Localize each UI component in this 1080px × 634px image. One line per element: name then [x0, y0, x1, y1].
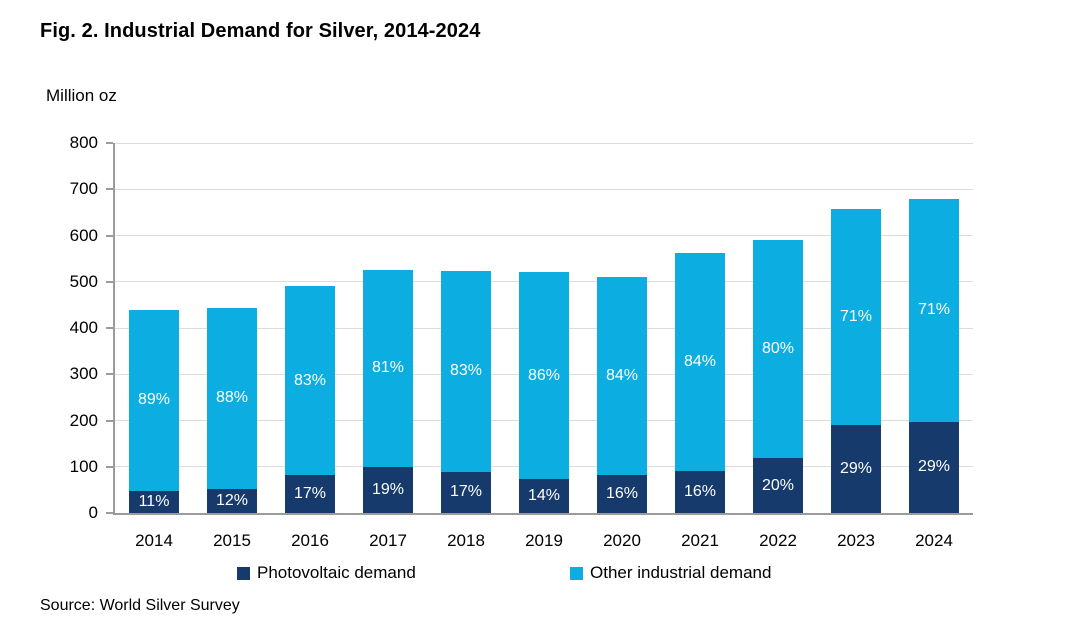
bar-segment-photovoltaic-2022: 20% — [753, 458, 803, 513]
legend-label-other-industrial: Other industrial demand — [590, 563, 772, 582]
x-axis-label-2017: 2017 — [369, 531, 407, 550]
x-axis-label-2021: 2021 — [681, 531, 719, 550]
bars-row: 89% 11% 2014 88% 12% 2015 83% 17% 2016 81% 19% 2017… — [115, 143, 973, 550]
bar-segment-photovoltaic-2014: 11% — [129, 490, 179, 513]
stacked-bar-2020: 84% 16% — [597, 143, 647, 513]
y-axis-label-200: 200 — [69, 410, 98, 430]
source-note: Source: World Silver Survey — [40, 597, 240, 614]
bar-segment-photovoltaic-2023: 29% — [831, 424, 881, 513]
y-axis-tick-400 — [106, 327, 113, 329]
x-axis-label-2014: 2014 — [135, 531, 173, 550]
bar-column-2016: 83% 17% 2016 — [271, 143, 349, 550]
y-axis-label-0: 0 — [88, 503, 98, 522]
bar-column-2021: 84% 16% 2021 — [661, 143, 739, 550]
x-axis-label-2015: 2015 — [213, 531, 251, 550]
bar-column-2017: 81% 19% 2017 — [349, 143, 427, 550]
x-axis-label-2016: 2016 — [291, 531, 329, 550]
y-axis-label-300: 300 — [69, 364, 98, 384]
legend-swatch-other-industrial-icon — [570, 566, 583, 580]
legend-label-photovoltaic: Photovoltaic demand — [257, 563, 416, 582]
stacked-bar-2015: 88% 12% — [207, 143, 257, 513]
y-axis-label-100: 100 — [69, 456, 98, 476]
y-axis-label-700: 700 — [69, 179, 98, 199]
gridline-600 — [115, 235, 973, 236]
y-axis-tick-300 — [106, 373, 113, 376]
bar-column-2014: 89% 11% 2014 — [115, 143, 193, 550]
x-axis-label-2019: 2019 — [525, 531, 563, 550]
legend-swatch-photovoltaic-icon — [237, 566, 250, 580]
y-axis-tick-500 — [106, 280, 113, 283]
y-axis-label-600: 600 — [69, 225, 98, 245]
bar-segment-photovoltaic-2020: 16% — [597, 475, 647, 513]
bar-column-2024: 71% 29% 2024 — [895, 143, 973, 550]
bar-segment-other-industrial-2016: 83% — [285, 286, 335, 475]
stacked-bar-2024: 71% 29% — [909, 143, 959, 513]
bar-column-2023: 71% 29% 2023 — [817, 143, 895, 550]
gridline-700 — [115, 188, 973, 190]
x-axis-label-2023: 2023 — [837, 531, 875, 550]
plot-area: 0 100 200 300 400 500 600 700 800 89% 11% 2014 88% 12… — [70, 133, 973, 550]
bar-column-2022: 80% 20% 2022 — [739, 143, 817, 550]
stacked-bar-2021: 84% 16% — [675, 143, 725, 513]
stacked-bar-2014: 89% 11% — [129, 143, 179, 513]
bar-segment-other-industrial-2024: 71% — [909, 198, 959, 422]
bar-segment-other-industrial-2020: 84% — [597, 276, 647, 476]
gridline-800 — [115, 142, 973, 144]
legend-item-other-industrial: Other industrial demand — [570, 563, 771, 583]
bar-column-2019: 86% 14% 2019 — [505, 143, 583, 550]
bar-column-2015: 88% 12% 2015 — [193, 143, 271, 550]
stacked-bar-2022: 80% 20% — [753, 143, 803, 513]
y-axis-tick-700 — [106, 188, 113, 191]
y-axis-label-400: 400 — [69, 318, 98, 337]
x-axis-label-2022: 2022 — [759, 531, 797, 550]
bar-segment-other-industrial-2018: 83% — [441, 271, 491, 472]
y-axis-label-800: 800 — [69, 133, 98, 152]
stacked-bar-2018: 83% 17% — [441, 143, 491, 513]
stacked-bar-2023: 71% 29% — [831, 143, 881, 513]
stacked-bar-2017: 81% 19% — [363, 143, 413, 513]
x-axis-label-2024: 2024 — [915, 531, 953, 550]
chart-title: Fig. 2. Industrial Demand for Silver, 20… — [40, 20, 481, 42]
bar-segment-other-industrial-2019: 86% — [519, 272, 569, 480]
y-axis-unit-label: Million oz — [46, 86, 117, 105]
bar-segment-other-industrial-2014: 89% — [129, 309, 179, 491]
bar-segment-photovoltaic-2024: 29% — [909, 421, 959, 513]
bar-segment-photovoltaic-2021: 16% — [675, 471, 725, 513]
x-axis-label-2020: 2020 — [603, 531, 641, 550]
bar-column-2018: 83% 17% 2018 — [427, 143, 505, 550]
y-axis-label-500: 500 — [69, 271, 98, 291]
bar-segment-photovoltaic-2017: 19% — [363, 466, 413, 513]
y-axis-tick-0 — [106, 512, 113, 514]
bar-segment-other-industrial-2017: 81% — [363, 269, 413, 467]
bar-segment-other-industrial-2022: 80% — [753, 240, 803, 459]
stacked-bar-2016: 83% 17% — [285, 143, 335, 513]
bar-column-2020: 84% 16% 2020 — [583, 143, 661, 550]
y-axis-tick-200 — [106, 419, 113, 422]
legend-item-photovoltaic: Photovoltaic demand — [237, 563, 416, 583]
stacked-bar-2019: 86% 14% — [519, 143, 569, 513]
y-axis-tick-800 — [106, 142, 113, 144]
y-axis-tick-600 — [106, 234, 113, 237]
y-axis-tick-100 — [106, 465, 113, 468]
bar-segment-photovoltaic-2019: 14% — [519, 479, 569, 513]
bar-segment-photovoltaic-2016: 17% — [285, 474, 335, 513]
bar-segment-photovoltaic-2018: 17% — [441, 471, 491, 513]
bar-segment-other-industrial-2015: 88% — [207, 308, 257, 489]
bar-segment-photovoltaic-2015: 12% — [207, 488, 257, 513]
bar-segment-other-industrial-2023: 71% — [831, 209, 881, 425]
bar-segment-other-industrial-2021: 84% — [675, 253, 725, 472]
x-axis-label-2018: 2018 — [447, 531, 485, 550]
